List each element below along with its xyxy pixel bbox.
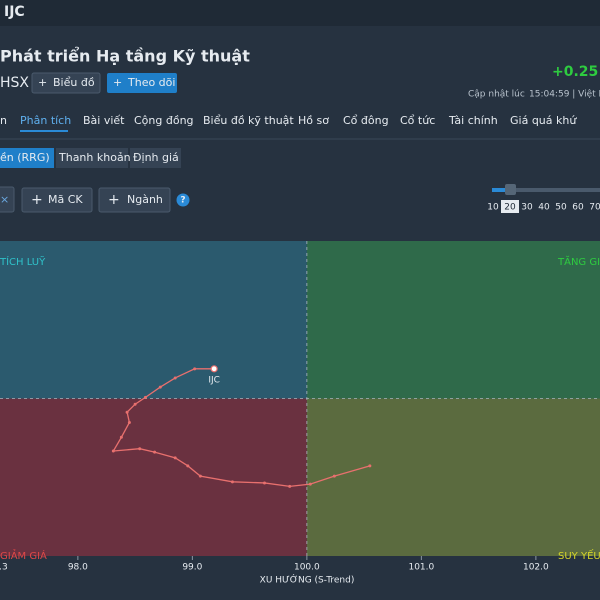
selected-period-bg <box>501 200 519 213</box>
trail-point <box>133 402 137 406</box>
subtab[interactable]: ền (RRG) <box>0 151 50 164</box>
period-option[interactable]: 10 <box>487 203 499 213</box>
quadrant <box>0 241 307 399</box>
trail-point <box>111 449 115 453</box>
x-axis-title: XU HƯỚNG (S-Trend) <box>260 574 355 586</box>
period-option[interactable]: 20 <box>504 203 516 213</box>
trail-point <box>119 435 123 439</box>
tab[interactable]: Giá quá khứ <box>510 114 577 127</box>
trail-point <box>125 410 129 414</box>
x-tick-label: 101.0 <box>408 563 434 573</box>
top-bar <box>0 0 600 26</box>
quadrant-label: TÍCH LUỸ <box>0 255 46 268</box>
trail-point <box>153 450 157 454</box>
plus-icon: + <box>38 76 47 89</box>
button-bg <box>107 73 177 93</box>
updated-time: 15:04:59 | Việt Nam <box>529 89 600 100</box>
trail-point <box>368 464 372 468</box>
quadrant-label: TĂNG GIÁ <box>557 255 600 268</box>
quadrant <box>0 398 307 556</box>
button-bg <box>21 187 93 213</box>
x-tick-label: 98.0 <box>68 563 88 573</box>
button-label: Biểu đồ <box>53 76 95 89</box>
x-tick-label: 99.0 <box>182 563 202 573</box>
trail-point <box>158 385 162 389</box>
trail-point <box>308 482 312 486</box>
updated-label: Cập nhật lúc <box>468 90 525 100</box>
series-label: IJC <box>208 375 220 385</box>
help-circle <box>176 193 190 207</box>
tab[interactable]: Phân tích <box>20 114 71 127</box>
slider-track <box>492 188 600 192</box>
plus-icon: + <box>113 76 122 89</box>
tab[interactable]: Cộng đồng <box>134 114 194 127</box>
close-button[interactable]: × <box>0 186 15 213</box>
period-option[interactable]: 40 <box>538 203 550 213</box>
trail-point <box>127 420 131 424</box>
company-name: Phát triển Hạ tầng Kỹ thuật <box>0 47 250 66</box>
tab[interactable]: Biểu đồ kỹ thuật <box>203 114 294 127</box>
add-symbol-button[interactable]: + Mã CK <box>21 187 93 213</box>
period-option[interactable]: 60 <box>572 203 584 213</box>
trail-point <box>198 474 202 478</box>
active-tab-underline <box>20 130 68 132</box>
quadrant <box>306 398 600 556</box>
trail-point <box>332 474 336 478</box>
tab[interactable]: Cổ đông <box>343 114 389 127</box>
quadrant-label: GIẢM GIÁ <box>0 548 47 562</box>
ticker: IJC <box>4 4 25 20</box>
quadrant <box>306 241 600 399</box>
subtab-bg <box>0 148 54 168</box>
period-option[interactable]: 30 <box>521 203 533 213</box>
button-bg <box>31 72 101 94</box>
tab[interactable]: Cổ tức <box>400 114 435 127</box>
exchange: HSX <box>0 75 29 91</box>
x-tick-label: 97.3 <box>0 563 8 573</box>
period-option[interactable]: 70 <box>589 203 600 213</box>
x-tick-label: 100.0 <box>294 563 320 573</box>
tab[interactable]: n <box>0 114 7 127</box>
follow-button[interactable]: + Theo dõi <box>107 73 177 93</box>
x-tick-label: 102.0 <box>523 563 549 573</box>
trail-point <box>173 456 177 460</box>
add-sector-button[interactable]: + Ngành <box>98 187 171 213</box>
trail-point <box>173 376 177 380</box>
period-option[interactable]: 50 <box>555 203 567 213</box>
help-icon[interactable]: ? <box>176 193 190 207</box>
trail-point <box>263 481 267 485</box>
slider-handle[interactable] <box>505 184 516 195</box>
close-icon: × <box>0 193 9 206</box>
price-change: +0.25 / <box>552 64 600 80</box>
trail-point <box>143 395 147 399</box>
subtab-bg <box>56 148 128 168</box>
trail-point <box>193 367 197 371</box>
quadrant-label: SUY YẾU <box>558 548 600 562</box>
button-label: Theo dõi <box>127 76 175 89</box>
trail-point <box>186 464 190 468</box>
button-bg <box>98 187 171 213</box>
tab[interactable]: Tài chính <box>448 114 498 127</box>
plus-icon: + <box>31 192 43 208</box>
tab[interactable]: Bài viết <box>83 114 125 127</box>
subtab-bg <box>130 148 181 168</box>
button-label: Ngành <box>127 193 163 206</box>
help-text: ? <box>180 196 185 206</box>
plus-icon: + <box>108 192 120 208</box>
subtab[interactable]: Định giá <box>133 151 179 164</box>
button-label: Mã CK <box>48 193 83 206</box>
chart-button[interactable]: + Biểu đồ <box>31 72 101 94</box>
trail-point <box>210 365 218 373</box>
button-bg <box>0 186 15 213</box>
slider-fill <box>492 188 510 192</box>
trail-point <box>138 447 142 451</box>
trail-point <box>230 480 234 484</box>
subtab[interactable]: Thanh khoản <box>58 151 131 164</box>
trail-point <box>288 484 292 488</box>
tab[interactable]: Hồ sơ <box>298 114 329 127</box>
